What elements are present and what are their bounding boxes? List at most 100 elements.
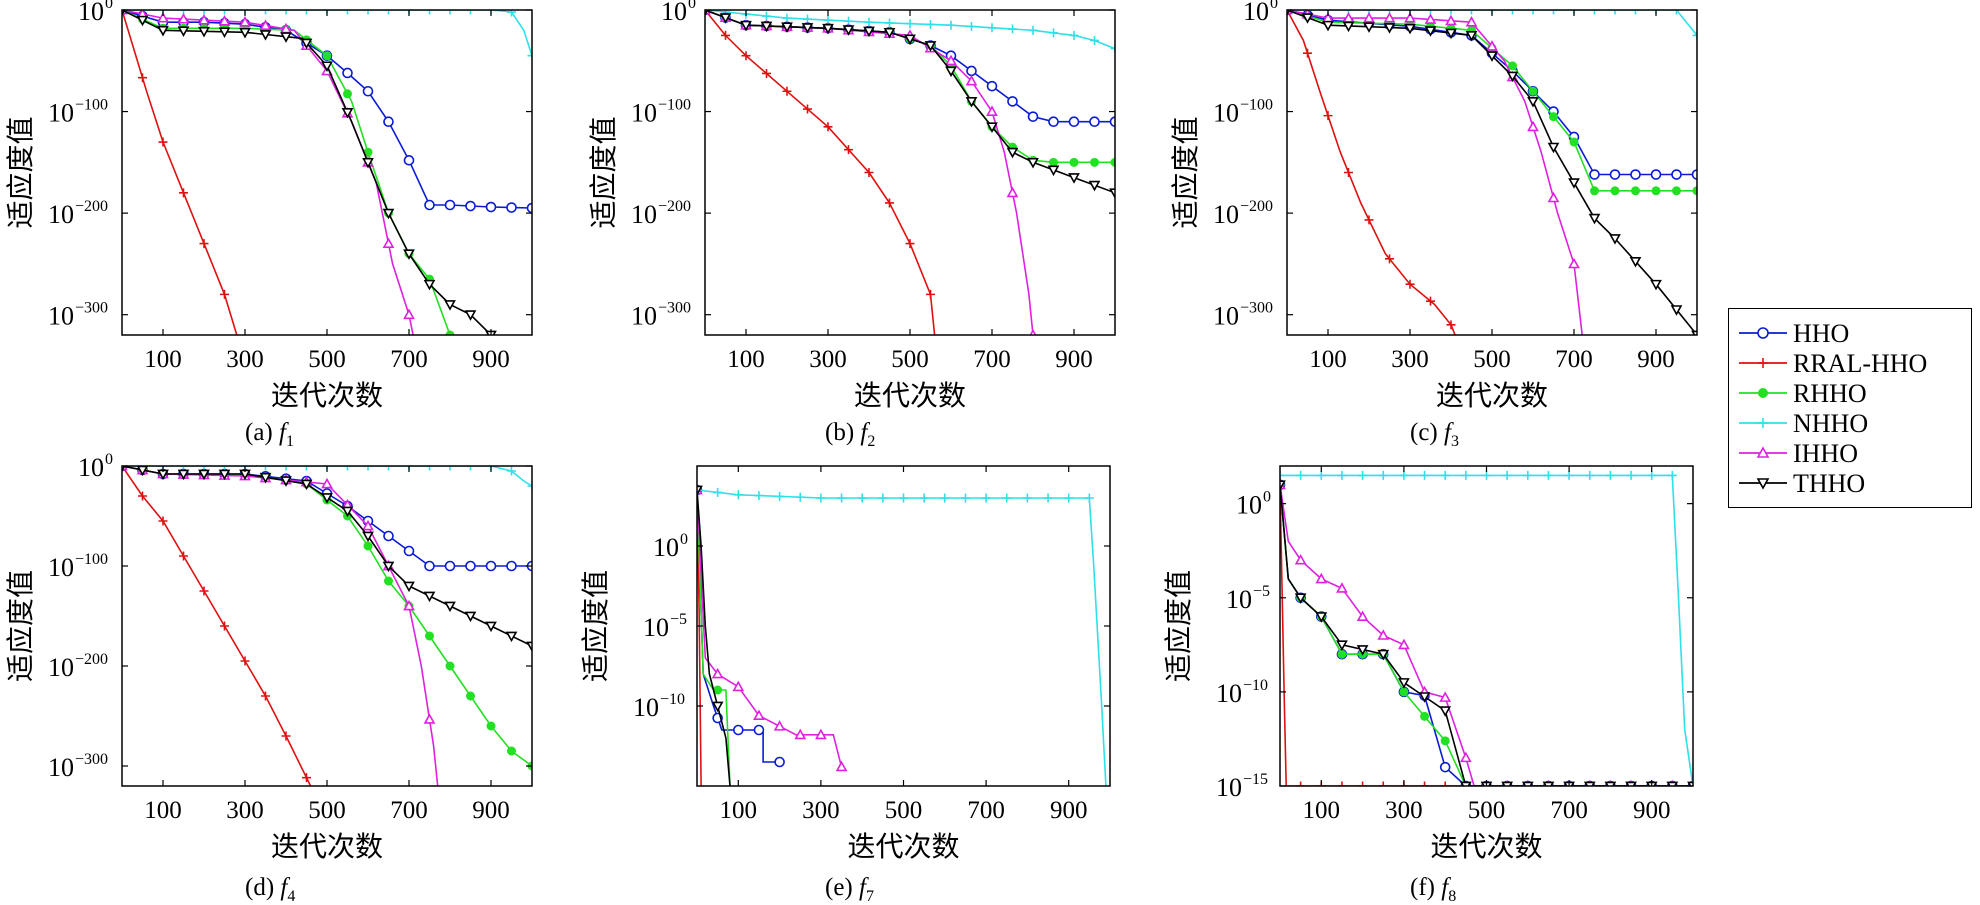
point-marker bbox=[1547, 142, 1560, 154]
y-tick-exponent: 0 bbox=[688, 0, 696, 12]
series-markers-ihho bbox=[1280, 478, 1693, 786]
y-tick-exponent: 0 bbox=[1263, 489, 1271, 506]
x-tick-label: 100 bbox=[144, 346, 182, 373]
point-marker bbox=[424, 199, 435, 211]
point-marker bbox=[782, 86, 792, 96]
point-marker bbox=[363, 10, 373, 15]
point-marker bbox=[1549, 112, 1558, 122]
y-tick-label: 10 bbox=[1216, 773, 1242, 802]
x-tick-label: 900 bbox=[472, 797, 510, 824]
point-marker bbox=[302, 773, 311, 783]
point-marker bbox=[760, 21, 773, 33]
x-tick-label: 900 bbox=[1637, 346, 1675, 373]
point-marker bbox=[1068, 116, 1080, 128]
series-markers-rral-hho bbox=[1287, 10, 1456, 330]
point-marker bbox=[1315, 572, 1328, 584]
point-marker bbox=[1691, 330, 1697, 335]
point-marker bbox=[762, 68, 771, 78]
point-marker bbox=[1440, 781, 1450, 786]
point-marker bbox=[1758, 418, 1768, 428]
point-marker bbox=[179, 188, 188, 198]
series-markers-nhho bbox=[705, 10, 1115, 54]
y-tick-label: 10 bbox=[1243, 0, 1269, 26]
point-marker bbox=[1647, 470, 1657, 480]
point-marker bbox=[1007, 96, 1018, 107]
y-tick-label: 10 bbox=[653, 533, 679, 562]
point-marker bbox=[1337, 649, 1347, 659]
y-tick-exponent: −200 bbox=[75, 651, 108, 668]
series-line-ihho bbox=[122, 10, 414, 335]
point-marker bbox=[1383, 11, 1396, 23]
point-marker bbox=[1049, 157, 1058, 167]
legend-item-ihho: IHHO bbox=[1729, 437, 1971, 468]
x-tick-label: 900 bbox=[472, 346, 510, 373]
series-group bbox=[122, 466, 532, 786]
point-marker bbox=[507, 746, 516, 756]
point-marker bbox=[425, 466, 434, 471]
point-marker bbox=[1316, 470, 1326, 480]
y-tick-exponent: −100 bbox=[75, 97, 108, 114]
y-tick-label: 10 bbox=[631, 99, 657, 128]
x-tick-label: 900 bbox=[1055, 346, 1093, 373]
point-marker bbox=[138, 73, 147, 83]
point-marker bbox=[1445, 28, 1457, 40]
point-marker bbox=[981, 493, 991, 503]
legend-swatch bbox=[1739, 418, 1787, 428]
point-marker bbox=[465, 560, 476, 572]
point-marker bbox=[1508, 61, 1517, 71]
y-tick-exponent: −300 bbox=[75, 300, 108, 317]
point-marker bbox=[220, 289, 229, 299]
point-marker bbox=[445, 10, 455, 15]
point-marker bbox=[1294, 593, 1307, 604]
panel-caption: (a) f1 bbox=[245, 419, 294, 450]
point-marker bbox=[1547, 191, 1560, 203]
series-line-rral-hho bbox=[1287, 10, 1456, 335]
point-marker bbox=[198, 14, 210, 25]
point-marker bbox=[1527, 120, 1539, 132]
point-marker bbox=[423, 279, 436, 291]
point-marker bbox=[986, 80, 998, 92]
point-marker bbox=[464, 611, 477, 623]
point-marker bbox=[1650, 279, 1662, 291]
point-marker bbox=[816, 493, 826, 503]
point-marker bbox=[1651, 186, 1661, 196]
point-marker bbox=[967, 22, 976, 32]
point-marker bbox=[823, 122, 833, 132]
series-markers-thho bbox=[122, 466, 532, 653]
x-tick-label: 300 bbox=[226, 797, 264, 824]
point-marker bbox=[1605, 470, 1615, 480]
series-markers-ihho bbox=[697, 483, 848, 772]
point-marker bbox=[218, 27, 231, 38]
point-marker bbox=[261, 691, 270, 701]
series-line-rral-hho bbox=[705, 10, 936, 335]
series-markers-hho bbox=[122, 10, 532, 214]
point-marker bbox=[1625, 781, 1637, 786]
point-marker bbox=[341, 108, 354, 119]
point-marker bbox=[1090, 157, 1099, 167]
x-tick-label: 500 bbox=[308, 346, 346, 373]
point-marker bbox=[1506, 71, 1519, 83]
point-marker bbox=[177, 12, 190, 24]
point-marker bbox=[1691, 169, 1697, 180]
point-marker bbox=[1356, 610, 1369, 621]
point-marker bbox=[281, 466, 291, 471]
y-axis-label: 适应度值 bbox=[1162, 570, 1195, 682]
point-marker bbox=[403, 599, 415, 611]
point-marker bbox=[711, 667, 724, 679]
point-marker bbox=[822, 23, 834, 35]
point-marker bbox=[1424, 26, 1437, 37]
legend-label: RRAL-HHO bbox=[1793, 349, 1928, 378]
series-line-rhho bbox=[697, 489, 731, 786]
y-tick-exponent: −200 bbox=[1240, 198, 1273, 215]
series-markers-rral-hho bbox=[122, 466, 311, 783]
point-marker bbox=[1363, 11, 1375, 23]
point-marker bbox=[713, 487, 723, 497]
point-marker bbox=[966, 65, 977, 77]
y-tick-exponent: −10 bbox=[660, 691, 685, 708]
point-marker bbox=[158, 137, 168, 147]
y-tick-label: 10 bbox=[48, 99, 74, 128]
y-tick-label: 10 bbox=[643, 613, 669, 642]
